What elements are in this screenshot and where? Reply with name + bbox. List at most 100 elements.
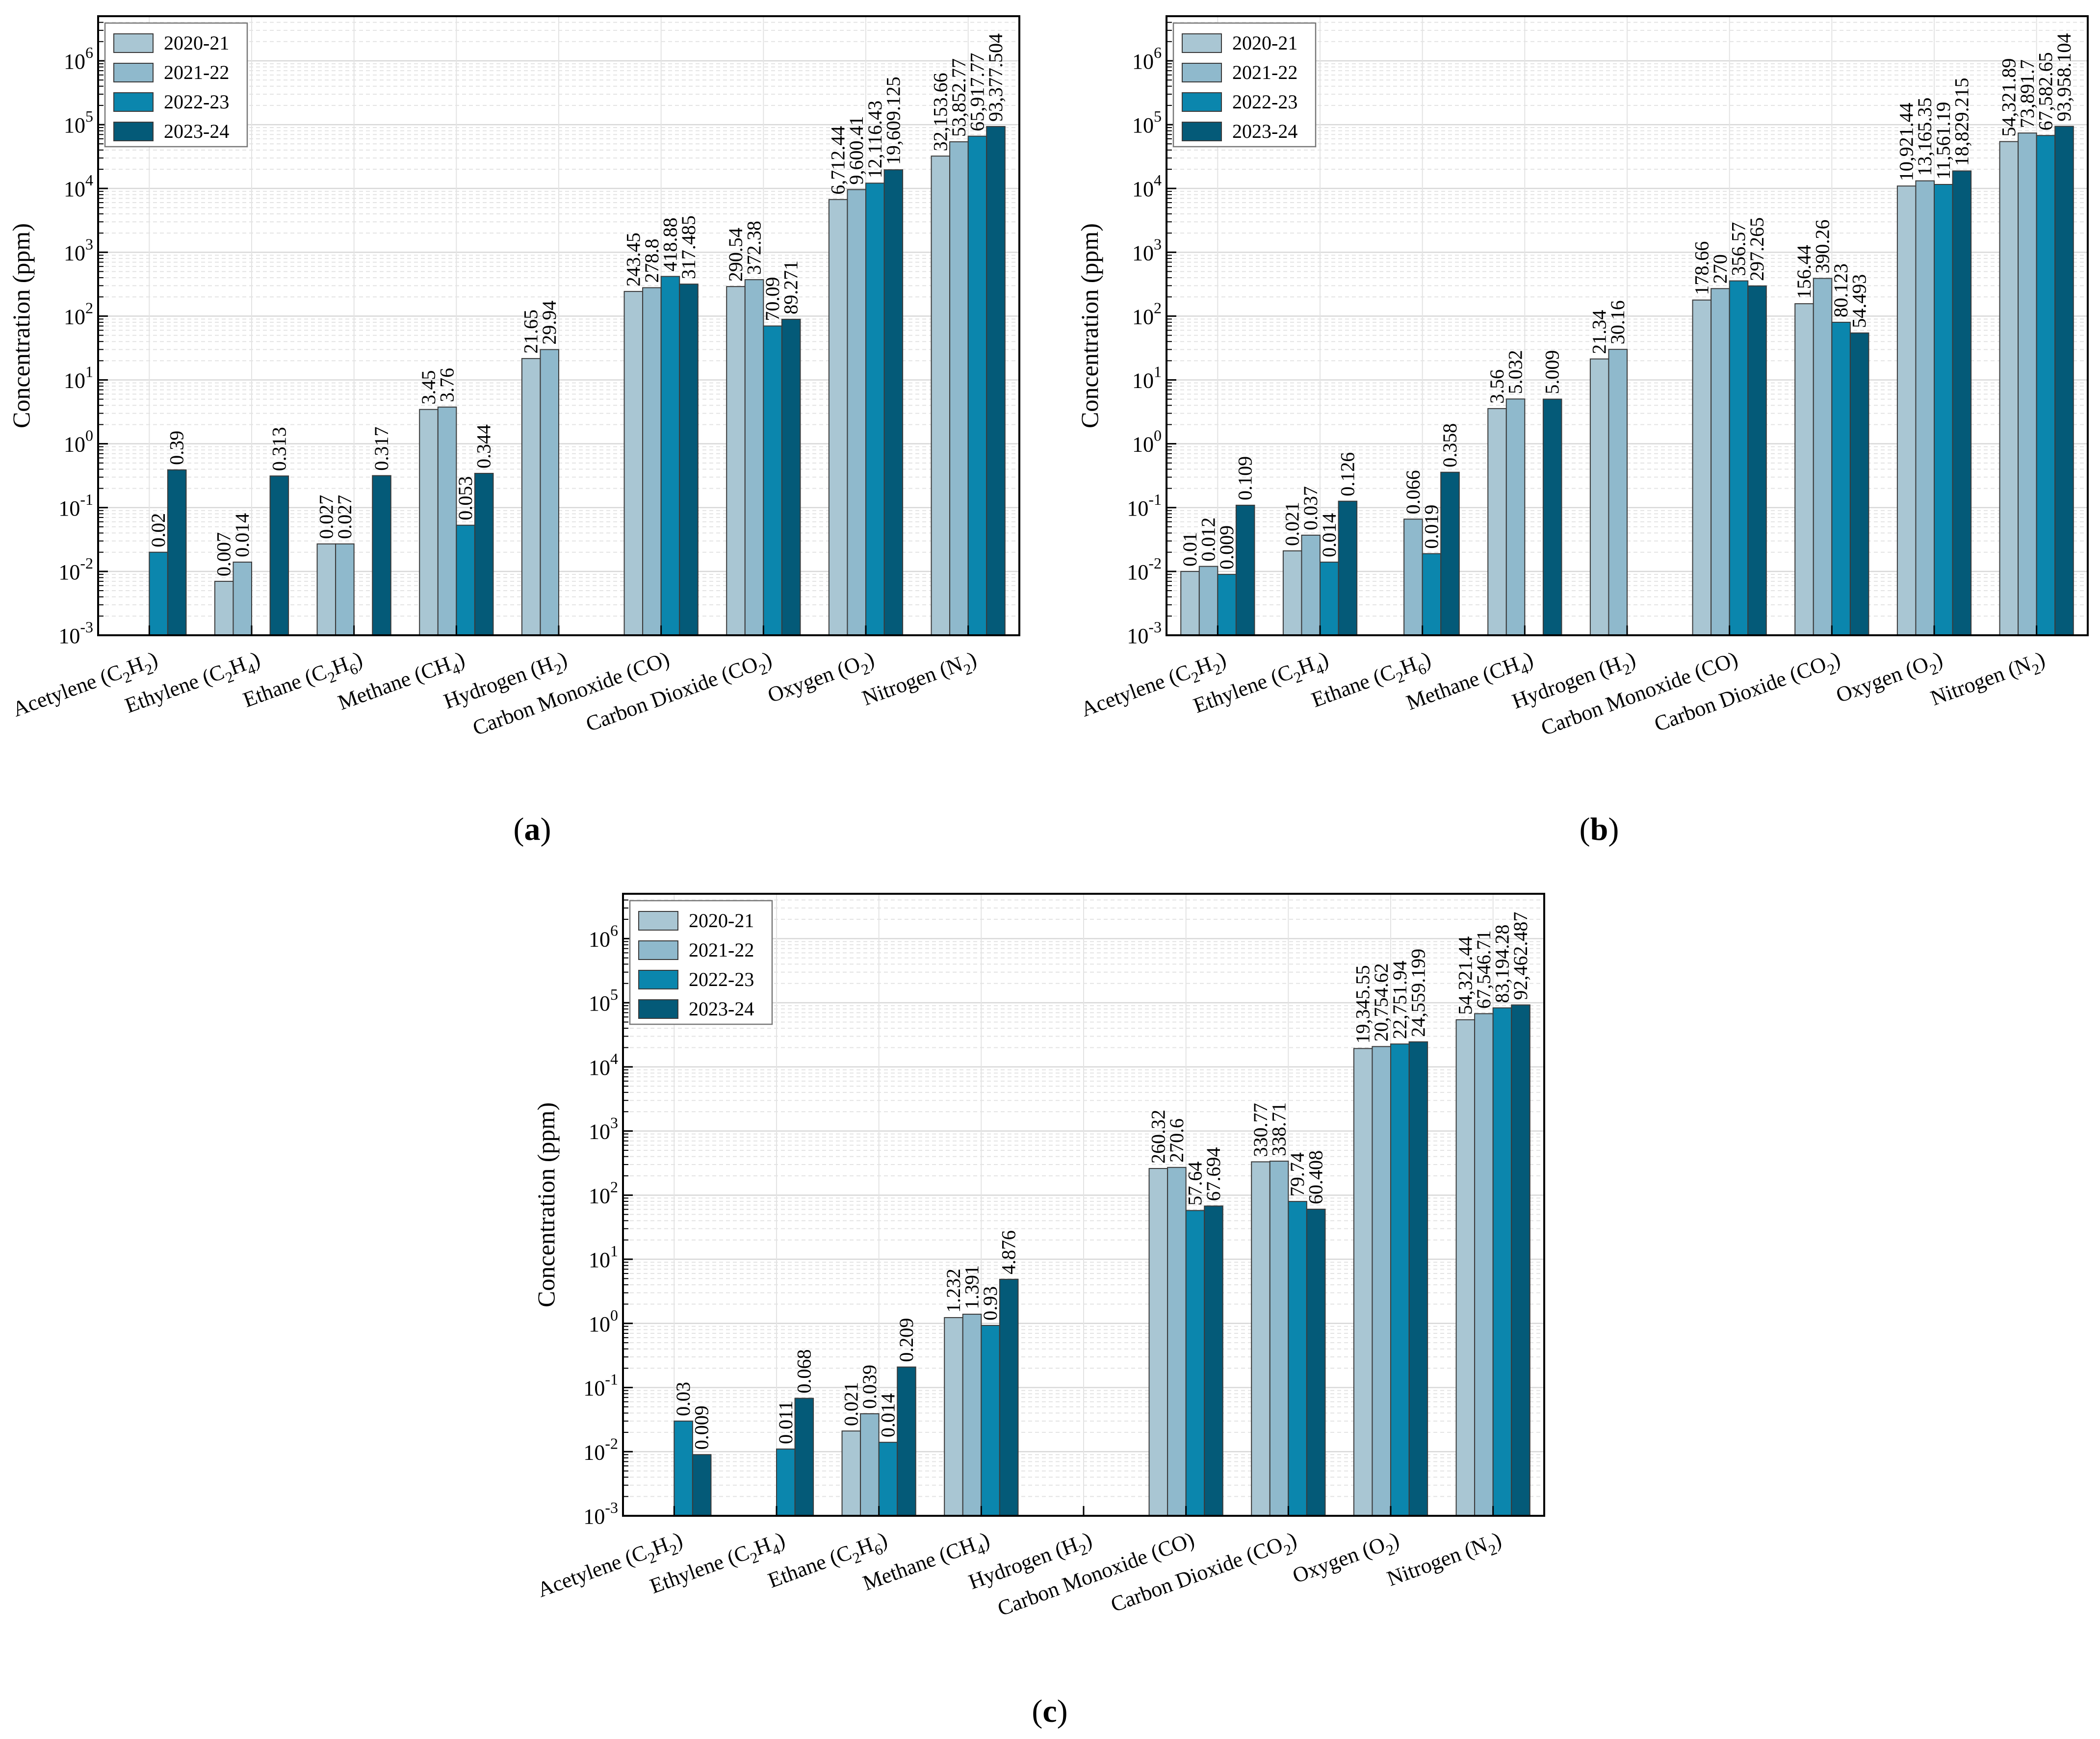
bar-value-label: 0.014	[877, 1393, 899, 1437]
bar-value-label: 93,377.504	[985, 33, 1007, 122]
y-tick-label: 10-1	[58, 491, 93, 520]
bar	[660, 276, 680, 636]
bar	[674, 1420, 693, 1516]
bar	[437, 406, 457, 636]
bar-value-label: 0.313	[268, 427, 290, 471]
y-axis-label: Concentration (ppm)	[1076, 223, 1103, 428]
bar	[167, 469, 187, 636]
y-tick-label: 104	[589, 1050, 618, 1080]
bar	[1372, 1046, 1391, 1516]
bar-value-label: 390.26	[1812, 219, 1834, 273]
bar	[1235, 504, 1255, 636]
bars	[149, 126, 1006, 636]
bar-value-label: 0.021	[1281, 502, 1303, 546]
y-tick-label: 10-3	[583, 1499, 618, 1529]
bar-value-label: 1.391	[961, 1265, 983, 1309]
bar-value-label: 0.02	[147, 513, 169, 547]
bar-value-labels: 0.01 0.021 3.56 21.34 178.66 156.44 10,921.44 5…	[1179, 33, 2075, 570]
legend-item: 2023-24	[1182, 120, 1297, 142]
bar-value-label: 19,345.55	[1352, 965, 1374, 1043]
bar	[897, 1366, 916, 1517]
bar-value-label: 54,321.44	[1454, 936, 1476, 1015]
bar	[1813, 278, 1833, 636]
bar-value-label: 3.56	[1486, 369, 1508, 404]
y-tick-label: 105	[64, 107, 93, 137]
bar-value-label: 57.64	[1184, 1162, 1206, 1206]
y-tick-label: 100	[1132, 427, 1162, 457]
bar-value-label: 83,194.28	[1491, 925, 1513, 1003]
bar-value-label: 0.014	[1318, 513, 1340, 557]
bar	[744, 279, 764, 636]
bar-value-label: 0.068	[793, 1349, 815, 1393]
bar	[1849, 332, 1869, 636]
bar	[986, 126, 1006, 636]
bar	[1251, 1161, 1270, 1517]
bar-value-label: 0.93	[979, 1286, 1001, 1321]
y-tick-label: 103	[589, 1114, 618, 1144]
bar-value-label: 270.6	[1166, 1118, 1188, 1163]
bar	[931, 156, 951, 636]
bar	[1301, 534, 1321, 636]
bar-value-label: 0.053	[454, 476, 476, 520]
bar-value-label: 67,582.65	[2034, 52, 2056, 130]
y-tick-label: 105	[589, 986, 618, 1015]
legend-label: 2023-24	[1232, 120, 1297, 142]
bar	[1831, 321, 1851, 636]
legend-item: 2021-22	[638, 939, 754, 961]
legend-item: 2023-24	[638, 998, 754, 1020]
bar-value-label: 9,600.41	[845, 116, 867, 184]
bar	[1180, 571, 1200, 636]
bar-value-label: 29.94	[538, 301, 560, 345]
bar	[860, 1413, 880, 1516]
bar	[521, 358, 541, 636]
y-tick-label: 102	[1132, 299, 1162, 329]
y-tick-label: 106	[64, 44, 93, 74]
x-tick-label: Ethylene (C2​H4​)	[1190, 647, 1333, 722]
bar	[2054, 126, 2074, 636]
x-tick-label: Ethylene (C2​H4​)	[122, 647, 264, 722]
legend: 2020-21 2021-22 2022-23 2023-24	[629, 900, 773, 1025]
bar	[1711, 288, 1730, 636]
bar	[883, 169, 904, 636]
bar-value-label: 93,958.104	[2053, 33, 2075, 122]
legend-swatch	[1182, 92, 1222, 112]
bar	[372, 475, 391, 636]
bar-value-label: 0.037	[1299, 486, 1322, 530]
legend: 2020-21 2021-22 2022-23 2023-24	[104, 22, 248, 148]
y-tick-label: 100	[64, 427, 93, 457]
x-tick-label: Nitrogen (N2​)	[1384, 1527, 1506, 1595]
legend-swatch	[638, 940, 678, 960]
bar-value-label: 13,165.35	[1914, 98, 1936, 176]
bar	[828, 199, 848, 636]
legend-label: 2023-24	[164, 120, 229, 142]
bar	[2018, 132, 2037, 636]
bar	[949, 141, 969, 636]
y-tick-label: 101	[64, 363, 93, 393]
bar-value-label: 0.317	[370, 427, 392, 471]
x-tick-label: Carbon Dioxide (CO2​)	[1108, 1527, 1301, 1621]
bar	[794, 1398, 814, 1517]
bar-value-label: 10,921.44	[1895, 103, 1918, 181]
bar	[1896, 185, 1917, 636]
y-tick-label: 10-1	[1127, 491, 1162, 520]
bar-value-label: 73,891.7	[2016, 59, 2038, 128]
bar-value-label: 4.876	[998, 1230, 1020, 1274]
legend-label: 2022-23	[1232, 91, 1297, 113]
y-axis-label: Concentration (ppm)	[532, 1102, 560, 1307]
bar	[233, 561, 253, 636]
bar-value-label: 54,321.89	[1997, 58, 2020, 137]
bar	[1217, 573, 1237, 636]
bar-value-label: 3.76	[436, 368, 458, 402]
bar	[865, 182, 885, 636]
bar-value-label: 0.066	[1402, 470, 1424, 514]
x-tick-label: Carbon Dioxide (CO2​)	[1651, 647, 1845, 740]
legend-swatch	[113, 63, 154, 82]
legend-item: 2021-22	[1182, 61, 1297, 83]
bar-value-label: 0.014	[231, 513, 253, 557]
legend: 2020-21 2021-22 2022-23 2023-24	[1172, 22, 1317, 148]
bar-value-label: 0.007	[213, 532, 235, 576]
bar	[1185, 1210, 1205, 1516]
bar	[1492, 1007, 1512, 1516]
y-tick-label: 100	[589, 1306, 618, 1336]
